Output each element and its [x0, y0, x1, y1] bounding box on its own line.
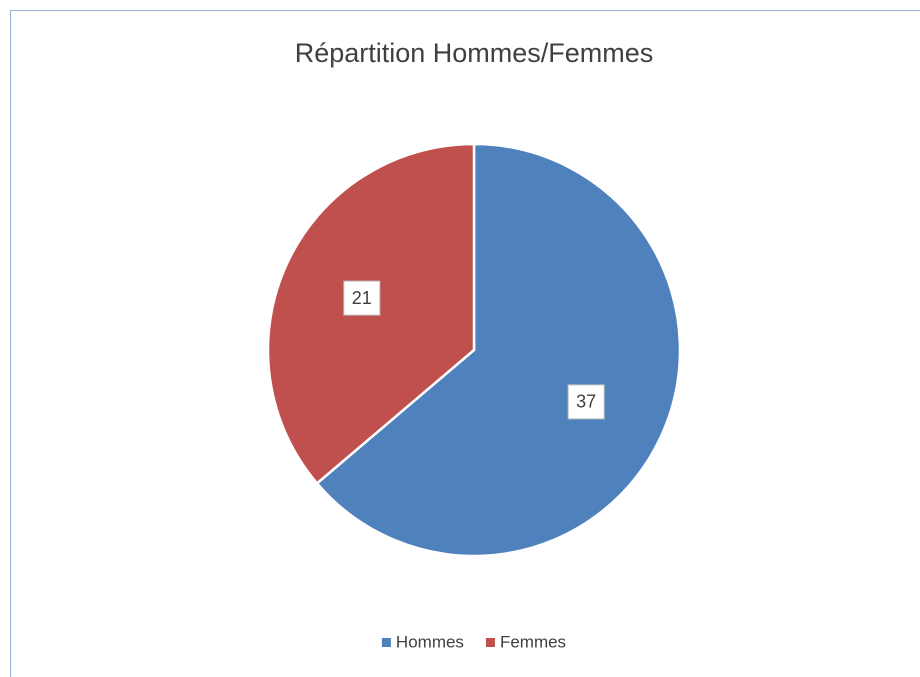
- data-label: 21: [352, 288, 372, 308]
- data-label-box: [567, 384, 605, 420]
- legend-marker: [381, 638, 391, 647]
- data-label: 37: [576, 392, 596, 412]
- legend-marker: [485, 638, 495, 647]
- data-label-box: [343, 280, 381, 316]
- legend-label: Femmes: [500, 632, 566, 651]
- chart-title: Répartition Hommes/Femmes: [295, 38, 654, 68]
- legend-label: Hommes: [396, 632, 464, 651]
- pie-slice: [315, 142, 682, 558]
